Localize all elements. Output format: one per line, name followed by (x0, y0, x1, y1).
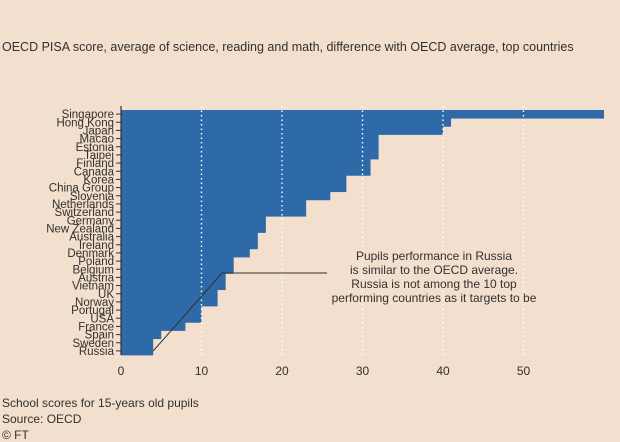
chart-title: OECD PISA score, average of science, rea… (2, 40, 574, 54)
bar-sweden (121, 338, 154, 348)
bar-korea (121, 175, 347, 184)
category-label-vietnam: Vietnam (72, 281, 114, 293)
category-label-russia: Russia (79, 346, 115, 358)
bar-belgium (121, 265, 234, 274)
category-label-slovenia: Slovenia (70, 191, 115, 203)
category-label-singapore: Singapore (62, 109, 114, 121)
bar-norway (121, 297, 218, 307)
bar-japan (121, 126, 443, 135)
bar-austria (121, 273, 226, 282)
category-label-canada: Canada (74, 166, 115, 178)
category-label-denmark: Denmark (67, 248, 114, 260)
annotation-leader-diagonal (152, 272, 223, 352)
category-label-netherlands: Netherlands (52, 199, 114, 211)
bar-russia (121, 346, 154, 356)
annotation-line-4: performing countries as it targets to be (332, 291, 537, 305)
category-label-korea: Korea (83, 174, 114, 186)
bar-estonia (121, 142, 379, 152)
bar-australia (121, 232, 258, 242)
bar-spain (121, 330, 162, 340)
category-label-sweden: Sweden (72, 338, 114, 350)
bar-uk (121, 289, 218, 299)
x-tick-label-20: 20 (275, 364, 289, 378)
category-label-japan: Japan (83, 125, 114, 137)
category-label-spain: Spain (85, 330, 114, 342)
category-label-hong-kong: Hong Kong (56, 117, 114, 129)
category-label-poland: Poland (78, 256, 114, 268)
bar-usa (121, 314, 202, 323)
bar-china-group (121, 183, 347, 193)
bar-hong-kong (121, 118, 452, 127)
x-tick-label-0: 0 (118, 364, 125, 378)
category-label-china-group: China Group (49, 183, 114, 195)
bar-netherlands (121, 199, 307, 209)
x-tick-label-50: 50 (517, 364, 531, 378)
category-label-norway: Norway (75, 297, 114, 309)
category-label-finland: Finland (76, 158, 114, 170)
bar-new-zealand (121, 224, 266, 233)
x-tick-label-30: 30 (356, 364, 370, 378)
bar-taipei (121, 150, 379, 160)
category-label-switzerland: Switzerland (55, 207, 114, 219)
category-label-australia: Australia (69, 232, 114, 244)
bar-denmark (121, 248, 250, 258)
category-label-usa: USA (90, 313, 114, 325)
category-label-portugal: Portugal (71, 305, 114, 317)
category-label-belgium: Belgium (72, 264, 114, 276)
category-label-new-zealand: New Zealand (46, 223, 114, 235)
bar-ireland (121, 240, 258, 250)
bar-france (121, 322, 186, 331)
bar-switzerland (121, 208, 307, 217)
bar-poland (121, 257, 234, 266)
annotation-line-1: Pupils performance in Russia (356, 249, 512, 263)
bar-canada (121, 167, 371, 176)
bar-germany (121, 216, 266, 225)
bar-singapore (121, 110, 604, 119)
category-label-austria: Austria (78, 272, 114, 284)
category-label-germany: Germany (67, 215, 115, 227)
annotation-line-2: is similar to the OECD average. (350, 263, 518, 277)
category-label-estonia: Estonia (76, 142, 115, 154)
footer-source: Source: OECD (2, 412, 82, 426)
bar-macao (121, 134, 379, 144)
category-label-france: France (78, 321, 114, 333)
bar-vietnam (121, 281, 226, 291)
category-label-taipei: Taipei (84, 150, 114, 162)
annotation-line-3: Russia is not among the 10 top (351, 277, 517, 291)
footer-credit: © FT (2, 428, 29, 442)
x-tick-label-40: 40 (436, 364, 450, 378)
category-label-ireland: Ireland (79, 240, 114, 252)
category-label-macao: Macao (79, 134, 114, 146)
bar-portugal (121, 306, 202, 315)
category-label-uk: UK (98, 289, 114, 301)
bar-finland (121, 159, 371, 168)
footer-note: School scores for 15-years old pupils (2, 396, 199, 410)
x-tick-label-10: 10 (195, 364, 209, 378)
bar-slovenia (121, 191, 331, 201)
